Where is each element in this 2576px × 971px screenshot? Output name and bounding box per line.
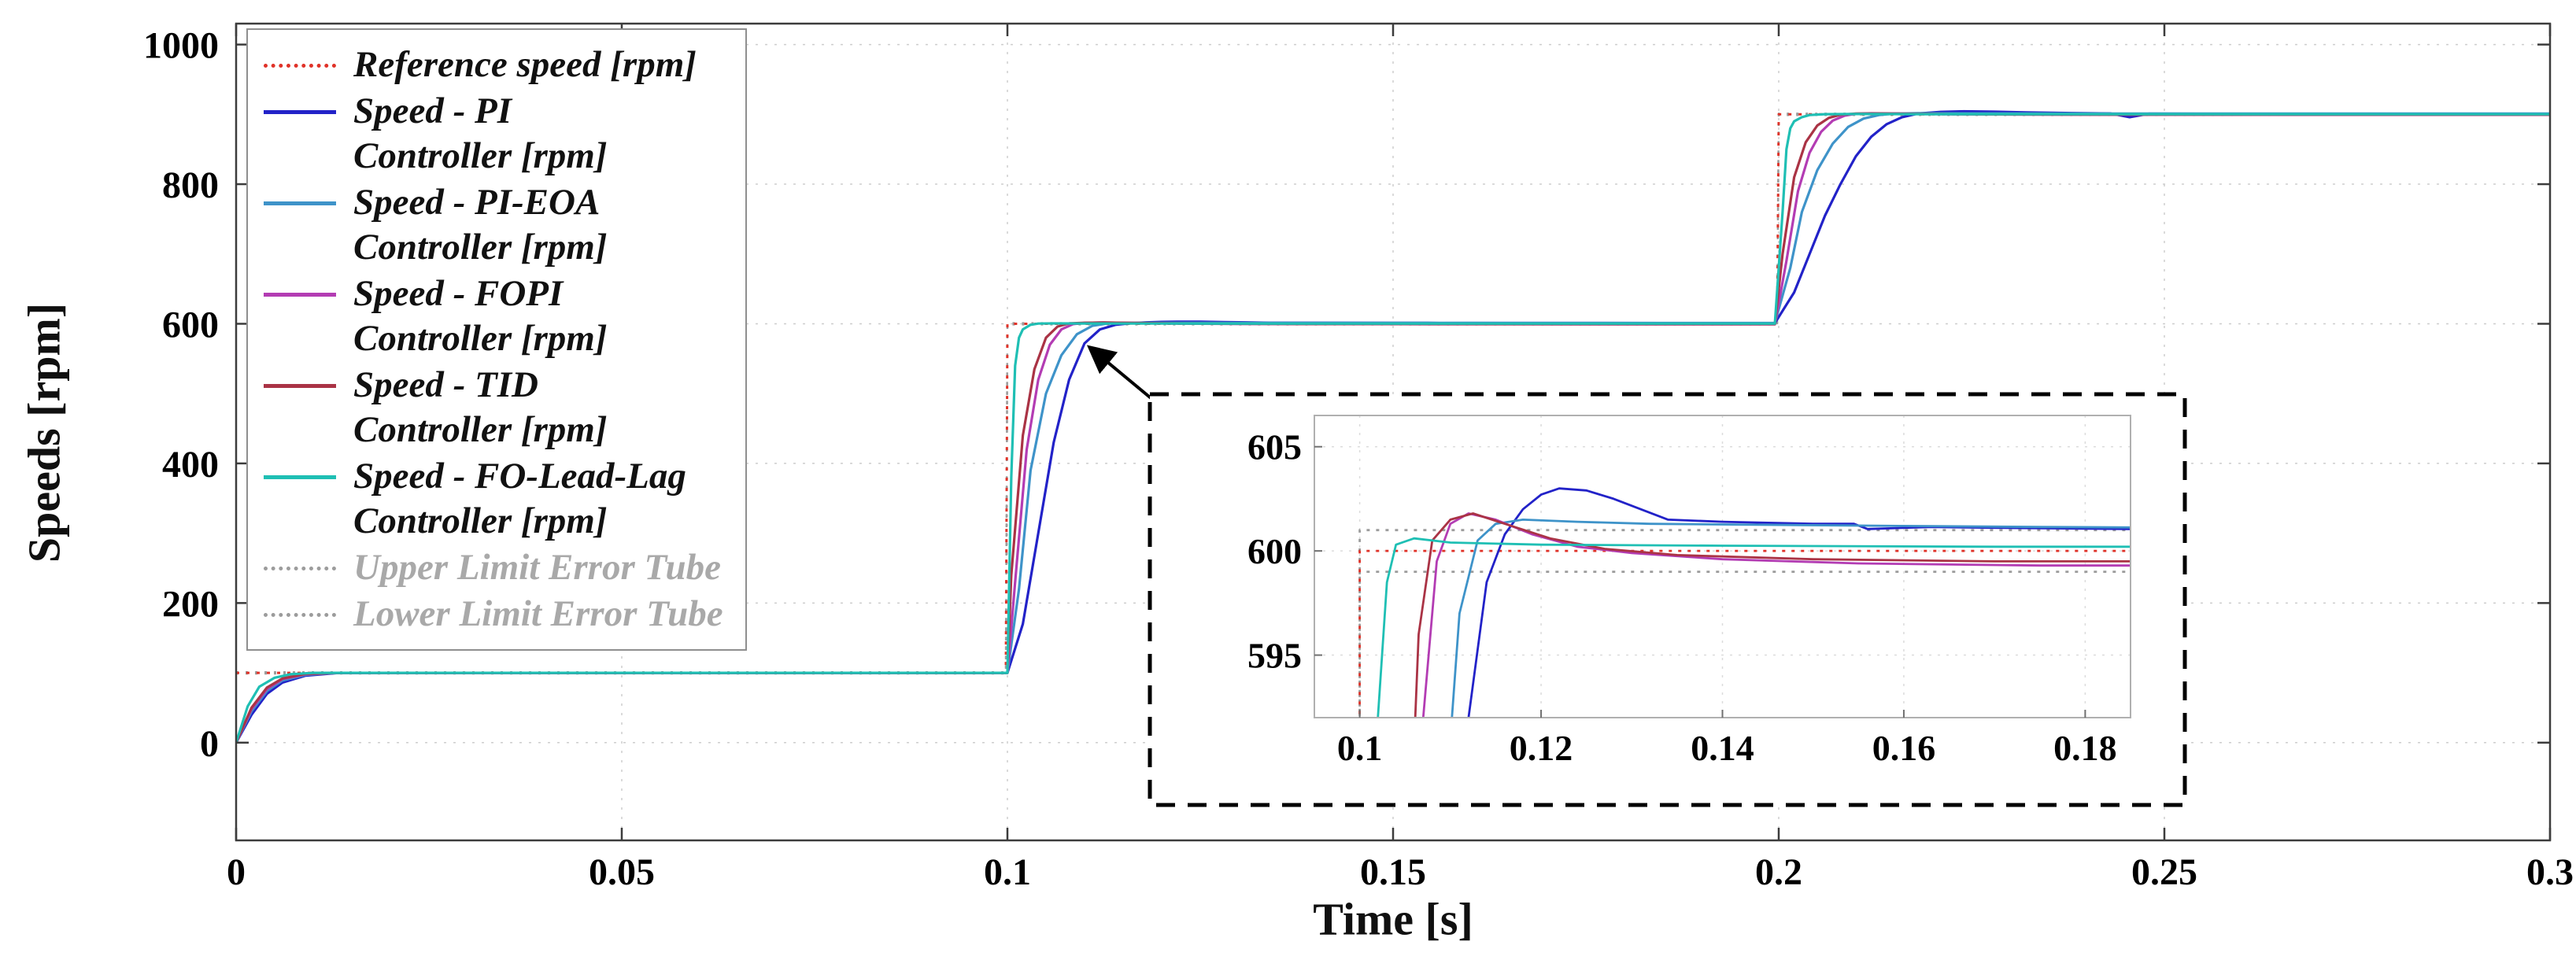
y-tick-label: 800 <box>162 164 219 206</box>
legend-entry: Speed - PI Controller [rpm] <box>264 89 723 179</box>
legend-label-line: Upper Limit Error Tube <box>353 547 721 588</box>
legend-label: Speed - FOPI Controller [rpm] <box>353 271 608 361</box>
x-tick-label: 0.15 <box>1360 851 1426 893</box>
inset-y-tick-label: 595 <box>1247 636 1302 676</box>
legend-label: Lower Limit Error Tube <box>353 592 723 637</box>
x-tick-label: 0.2 <box>1755 851 1802 893</box>
legend-label-line: Controller [rpm] <box>353 135 608 176</box>
legend-line-sample-speed-pi-eoa <box>264 201 336 205</box>
inset-x-tick-label: 0.14 <box>1691 728 1754 768</box>
inset-y-tick-label: 600 <box>1247 531 1302 571</box>
x-tick-label: 0.1 <box>984 851 1031 893</box>
legend-label-line: Speed - PI-EOA <box>353 182 601 223</box>
legend-entry: Reference speed [rpm] <box>264 42 723 87</box>
legend-label-line: Controller [rpm] <box>353 409 608 450</box>
legend-line-sample-speed-fo-lead-lag <box>264 475 336 479</box>
y-tick-label: 0 <box>200 723 219 765</box>
legend-line-sample-upper-limit-error-tube <box>264 567 336 570</box>
legend: Reference speed [rpm] Speed - PI Controlle… <box>246 28 747 651</box>
legend-label-line: Speed - PI <box>353 90 512 131</box>
series-speed-fo-lead-lag <box>236 113 2550 744</box>
inset-x-tick-label: 0.12 <box>1510 728 1573 768</box>
legend-label: Speed - PI-EOA Controller [rpm] <box>353 180 608 270</box>
legend-entry: Speed - PI-EOA Controller [rpm] <box>264 180 723 270</box>
legend-label-line: Reference speed [rpm] <box>353 44 697 85</box>
inset-x-tick-label: 0.16 <box>1872 728 1936 768</box>
inset-series-upper-limit-error-tube <box>1358 529 2131 718</box>
legend-line-sample-speed-fopi <box>264 293 336 297</box>
inset-x-tick-label: 0.1 <box>1337 728 1383 768</box>
x-tick-label: 0.3 <box>2526 851 2574 893</box>
legend-label: Speed - FO-Lead-Lag Controller [rpm] <box>353 454 686 544</box>
inset-series-speed-pi-eoa <box>1451 519 2131 718</box>
y-axis-label: Speeds [rpm] <box>18 302 70 563</box>
x-tick-label: 0 <box>227 851 246 893</box>
legend-entry: Speed - FOPI Controller [rpm] <box>264 271 723 361</box>
inset-x-tick-label: 0.18 <box>2053 728 2117 768</box>
legend-label: Reference speed [rpm] <box>353 42 697 87</box>
zoom-arrow-annotation <box>1086 345 1155 402</box>
y-tick-label: 400 <box>162 444 219 486</box>
inset-y-tick-label: 605 <box>1247 427 1302 467</box>
legend-label: Upper Limit Error Tube <box>353 545 721 590</box>
legend-line-sample-speed-tid <box>264 384 336 388</box>
legend-label: Speed - TID Controller [rpm] <box>353 363 608 452</box>
legend-label-line: Controller [rpm] <box>353 227 608 268</box>
x-tick-label: 0.25 <box>2131 851 2197 893</box>
legend-line-sample-speed-pi <box>264 110 336 114</box>
x-tick-label: 0.05 <box>589 851 655 893</box>
legend-label: Speed - PI Controller [rpm] <box>353 89 608 179</box>
legend-line-sample-lower-limit-error-tube <box>264 613 336 617</box>
x-axis-label: Time [s] <box>1313 893 1473 945</box>
inset-series-lower-limit-error-tube <box>1358 570 2131 718</box>
y-tick-label: 600 <box>162 304 219 345</box>
inset-series-speed-pi <box>1467 487 2131 718</box>
inset-series-speed-tid <box>1414 512 2131 718</box>
legend-label-line: Controller [rpm] <box>353 500 608 541</box>
legend-entry: Lower Limit Error Tube <box>264 592 723 637</box>
inset-series-reference-speed <box>1358 549 2131 718</box>
legend-entry: Speed - TID Controller [rpm] <box>264 363 723 452</box>
inset-series-speed-fo-lead-lag <box>1377 537 2131 718</box>
y-tick-label: 1000 <box>143 25 219 67</box>
legend-entry: Speed - FO-Lead-Lag Controller [rpm] <box>264 454 723 544</box>
legend-entry: Upper Limit Error Tube <box>264 545 723 590</box>
y-tick-label: 200 <box>162 583 219 625</box>
legend-label-line: Lower Limit Error Tube <box>353 593 723 634</box>
legend-label-line: Speed - TID <box>353 364 538 405</box>
legend-label-line: Speed - FO-Lead-Lag <box>353 456 686 497</box>
legend-line-sample-reference-speed <box>264 64 336 68</box>
legend-label-line: Controller [rpm] <box>353 318 608 359</box>
legend-label-line: Speed - FOPI <box>353 273 564 314</box>
